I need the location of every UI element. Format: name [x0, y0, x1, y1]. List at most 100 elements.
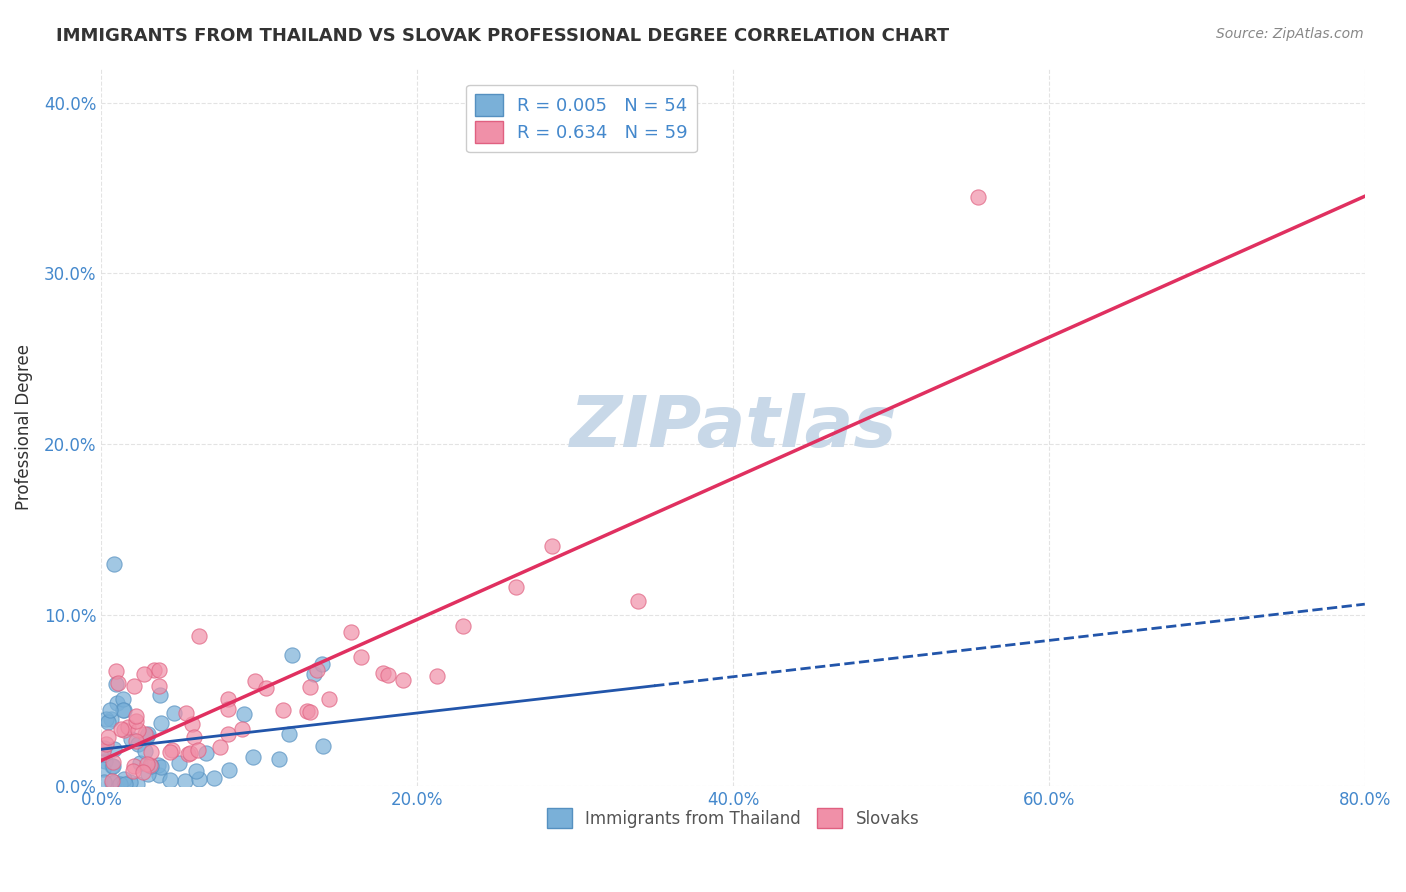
Point: [627, 594, 650, 608]
Point: [278, 727, 301, 741]
Point: [122, 679, 145, 693]
Point: [232, 706, 254, 721]
Point: [101, 758, 124, 772]
Point: [110, 722, 132, 736]
Point: [112, 692, 135, 706]
Point: [967, 189, 990, 203]
Point: [305, 663, 328, 677]
Point: [150, 715, 173, 730]
Point: [97, 714, 120, 729]
Point: [184, 764, 207, 778]
Point: [217, 727, 239, 741]
Point: [311, 657, 333, 671]
Point: [148, 663, 170, 677]
Point: [183, 731, 205, 745]
Legend: Immigrants from Thailand, Slovaks: Immigrants from Thailand, Slovaks: [540, 801, 927, 835]
Point: [93, 775, 115, 789]
Point: [101, 776, 124, 790]
Point: [148, 679, 170, 693]
Point: [141, 759, 163, 773]
Point: [541, 540, 564, 554]
Point: [254, 681, 277, 695]
Text: ZIPatlas: ZIPatlas: [569, 392, 897, 462]
Point: [298, 705, 321, 719]
Point: [138, 767, 160, 781]
Point: [392, 673, 415, 688]
Point: [304, 667, 326, 681]
Point: [217, 702, 239, 716]
Point: [107, 676, 129, 690]
Point: [104, 677, 127, 691]
Point: [98, 703, 121, 717]
Point: [242, 750, 264, 764]
Point: [173, 774, 195, 789]
Point: [271, 703, 294, 717]
Point: [202, 771, 225, 785]
Point: [105, 664, 128, 678]
Point: [127, 737, 149, 751]
Point: [134, 744, 156, 758]
Point: [350, 650, 373, 665]
Point: [110, 777, 132, 791]
Point: [103, 758, 125, 772]
Point: [177, 747, 200, 761]
Point: [159, 745, 181, 759]
Point: [124, 759, 146, 773]
Point: [377, 668, 399, 682]
Point: [167, 756, 190, 771]
Y-axis label: Professional Degree: Professional Degree: [15, 344, 32, 510]
Point: [132, 667, 155, 681]
Point: [163, 706, 186, 720]
Point: [139, 758, 162, 772]
Point: [217, 692, 239, 706]
Point: [280, 648, 302, 662]
Point: [97, 730, 120, 744]
Point: [188, 629, 211, 643]
Point: [96, 738, 118, 752]
Point: [103, 557, 125, 571]
Point: [127, 723, 149, 737]
Point: [129, 756, 152, 770]
Point: [103, 774, 125, 789]
Point: [267, 752, 290, 766]
Point: [127, 777, 149, 791]
Point: [94, 712, 117, 726]
Point: [122, 764, 145, 779]
Point: [160, 743, 183, 757]
Point: [373, 666, 395, 681]
Point: [112, 772, 135, 787]
Point: [114, 777, 136, 791]
Text: Source: ZipAtlas.com: Source: ZipAtlas.com: [1216, 27, 1364, 41]
Point: [295, 704, 318, 718]
Point: [180, 717, 202, 731]
Point: [120, 775, 142, 789]
Point: [132, 765, 155, 780]
Point: [231, 722, 253, 736]
Point: [146, 758, 169, 772]
Point: [149, 760, 172, 774]
Point: [125, 714, 148, 729]
Point: [125, 709, 148, 723]
Point: [103, 756, 125, 770]
Point: [91, 762, 114, 776]
Point: [243, 673, 266, 688]
Point: [136, 727, 159, 741]
Point: [339, 625, 361, 640]
Point: [148, 689, 170, 703]
Point: [112, 703, 135, 717]
Point: [176, 706, 198, 721]
Point: [120, 732, 142, 747]
Point: [159, 772, 181, 787]
Point: [125, 733, 148, 747]
Point: [103, 742, 125, 756]
Point: [451, 618, 474, 632]
Point: [139, 745, 162, 759]
Point: [218, 763, 240, 777]
Point: [135, 756, 157, 771]
Text: IMMIGRANTS FROM THAILAND VS SLOVAK PROFESSIONAL DEGREE CORRELATION CHART: IMMIGRANTS FROM THAILAND VS SLOVAK PROFE…: [56, 27, 949, 45]
Point: [112, 703, 135, 717]
Point: [187, 772, 209, 787]
Point: [194, 746, 217, 760]
Point: [136, 729, 159, 743]
Point: [179, 746, 201, 760]
